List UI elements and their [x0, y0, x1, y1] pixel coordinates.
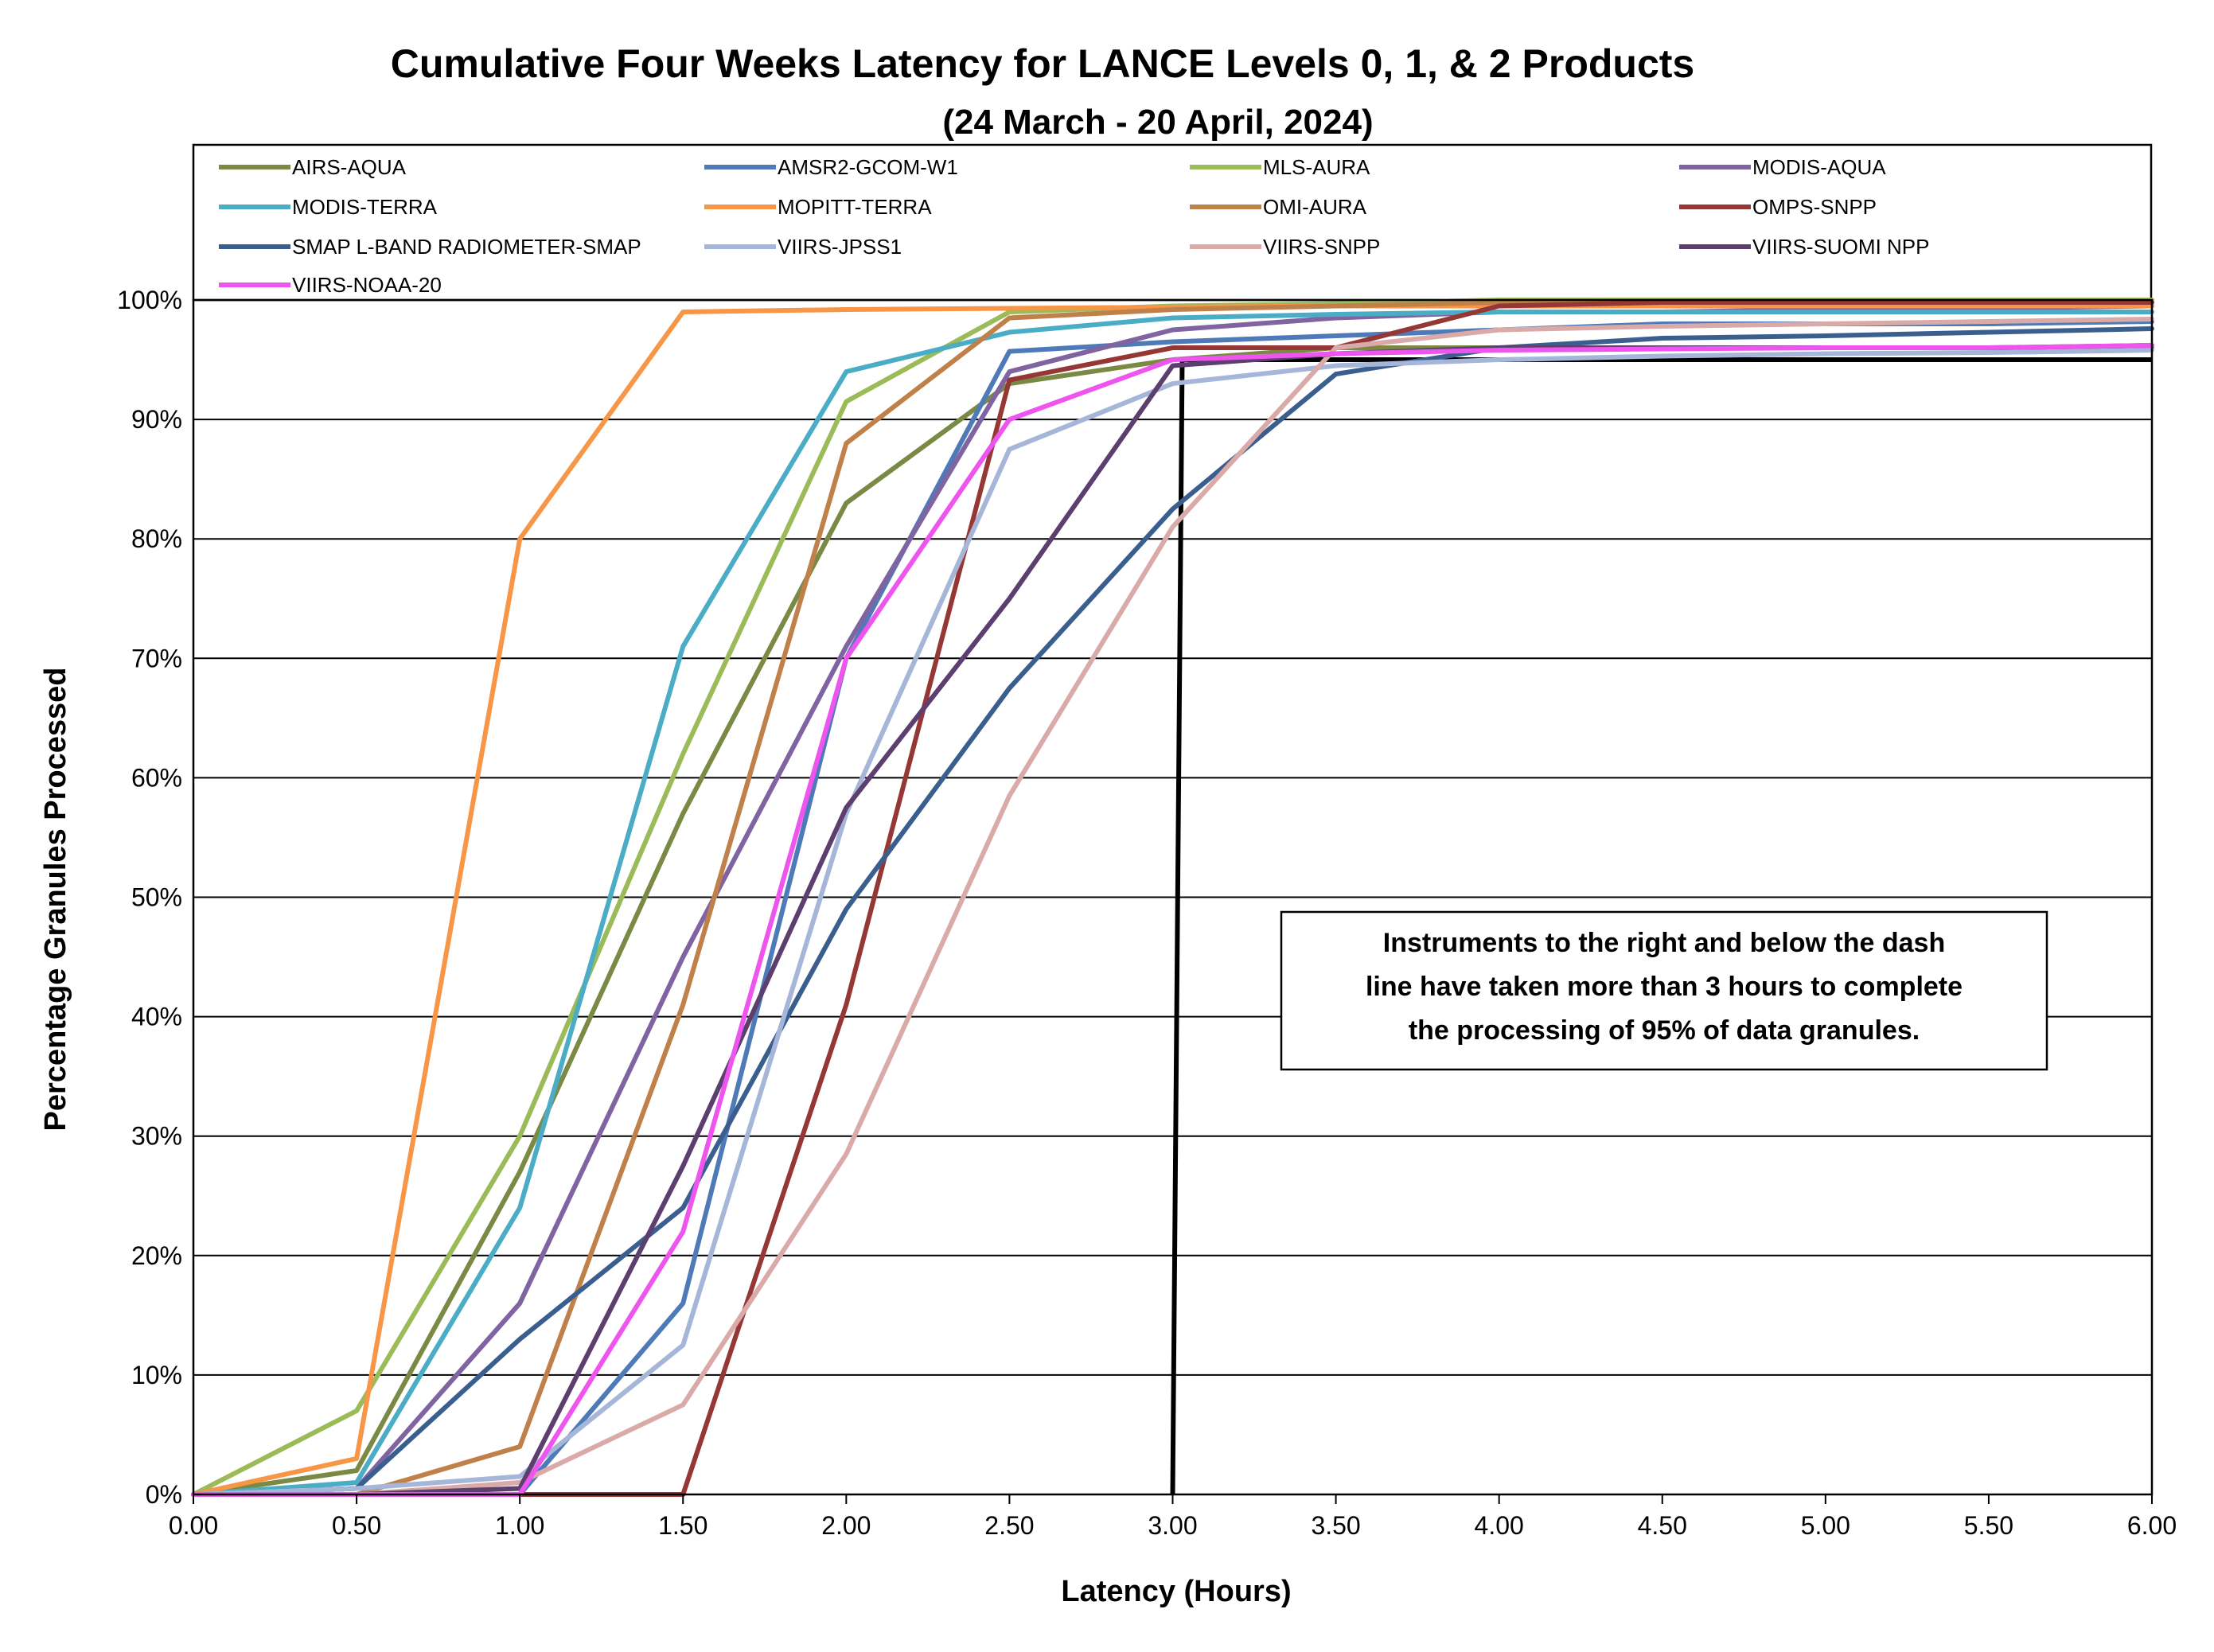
series-line-viirs-jpss1: [191, 348, 2154, 1497]
y-tick-label: 80%: [131, 524, 182, 553]
legend-label: OMPS-SNPP: [1752, 195, 1877, 219]
x-tick-label: 2.50: [984, 1511, 1034, 1540]
y-tick-label: 30%: [131, 1122, 182, 1151]
x-tick-label: 4.00: [1475, 1511, 1524, 1540]
x-tick-label: 5.00: [1801, 1511, 1850, 1540]
legend-label: SMAP L-BAND RADIOMETER-SMAP: [292, 235, 641, 259]
annotation-line-2: line have taken more than 3 hours to com…: [1366, 972, 1963, 1002]
x-tick-label: 6.00: [2127, 1511, 2177, 1540]
annotation-box: Instruments to the right and below the d…: [1280, 910, 2048, 1071]
y-tick-label: 10%: [131, 1361, 182, 1389]
legend-label: MODIS-TERRA: [292, 195, 438, 219]
legend-label: AMSR2-GCOM-W1: [778, 155, 958, 179]
series-line-modis-terra: [191, 310, 2154, 1497]
legend-label: MOPITT-TERRA: [778, 195, 932, 219]
y-tick-label: 20%: [131, 1241, 182, 1270]
series-line-smap-l-band-radiometer-smap: [191, 326, 2154, 1497]
series-line-modis-aqua: [191, 303, 2154, 1497]
axis-layer: 0% 10% 20% 30% 40% 50% 60% 70% 80% 90% 100% 0.00 0.5…: [117, 286, 2177, 1540]
x-tick-label: 1.50: [658, 1511, 707, 1540]
x-tick-label: 4.50: [1638, 1511, 1687, 1540]
x-tick-label: 0.00: [169, 1511, 218, 1540]
annotation-box-border: [1280, 910, 2048, 1071]
legend: AIRS-AQUA AMSR2-GCOM-W1 MLS-AURA MODIS-AQUA…: [192, 143, 2153, 302]
x-tick-label: 3.50: [1311, 1511, 1360, 1540]
y-tick-label: 40%: [131, 1003, 182, 1031]
x-axis-title: Latency (Hours): [1061, 1575, 1291, 1608]
series-line-mopitt-terra: [191, 303, 2154, 1497]
x-tick-label: 0.50: [332, 1511, 381, 1540]
legend-label: OMI-AURA: [1263, 195, 1367, 219]
series-line-viirs-snpp: [191, 317, 2154, 1497]
chart-subtitle: (24 March - 20 April, 2024): [942, 103, 1373, 142]
y-axis-title: Percentage Granules Processed: [39, 668, 72, 1132]
x-tick-label: 1.00: [495, 1511, 544, 1540]
annotation-line-1: Instruments to the right and below the d…: [1383, 928, 1945, 958]
legend-label: VIIRS-SUOMI NPP: [1752, 235, 1929, 259]
legend-label: AIRS-AQUA: [292, 155, 407, 179]
y-tick-label: 0%: [146, 1480, 182, 1509]
x-tick-label: 5.50: [1964, 1511, 2013, 1540]
legend-label: VIIRS-JPSS1: [778, 235, 902, 259]
x-tick-label: 2.00: [821, 1511, 871, 1540]
y-tick-label: 100%: [117, 286, 182, 314]
y-tick-label: 70%: [131, 644, 182, 672]
chart-title: Cumulative Four Weeks Latency for LANCE …: [391, 41, 1694, 86]
legend-label: VIIRS-NOAA-20: [292, 273, 442, 297]
annotation-line-3: the processing of 95% of data granules.: [1409, 1015, 1920, 1046]
y-tick-label: 90%: [131, 405, 182, 434]
x-tick-label: 3.00: [1148, 1511, 1197, 1540]
y-tick-label: 60%: [131, 763, 182, 792]
y-tick-label: 50%: [131, 883, 182, 912]
legend-label: VIIRS-SNPP: [1263, 235, 1380, 259]
legend-label: MLS-AURA: [1263, 155, 1370, 179]
legend-box: [192, 143, 2153, 302]
legend-label: MODIS-AQUA: [1752, 155, 1886, 179]
